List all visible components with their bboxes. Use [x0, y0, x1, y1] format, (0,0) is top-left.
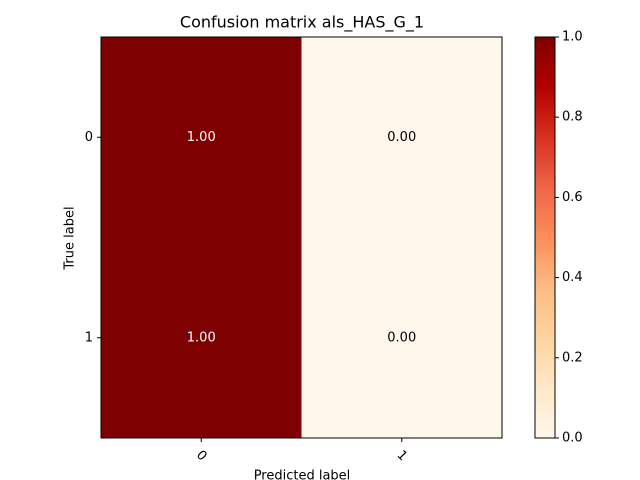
cell-label: 1.00	[187, 330, 216, 345]
chart-title: Confusion matrix als_HAS_G_1	[180, 13, 424, 33]
cell-label: 0.00	[387, 330, 416, 345]
y-tick-label: 1	[85, 330, 93, 345]
plot-frame	[100, 36, 503, 439]
heatmap-cell	[101, 237, 302, 439]
cell-label: 0.00	[387, 130, 416, 145]
y-tick-label: 0	[85, 130, 93, 145]
colorbar-tick-label: 0.8	[562, 110, 583, 125]
colorbar-tick-label: 0.2	[562, 350, 583, 365]
heatmap-cell	[301, 37, 503, 238]
colorbar-tick-label: 0.6	[562, 190, 583, 205]
colorbar-tick-label: 0.0	[562, 431, 583, 446]
heatmap-cell	[301, 237, 503, 439]
colorbar-tick-label: 1.0	[562, 30, 583, 45]
colorbar-tick-label: 0.4	[562, 270, 583, 285]
heatmap-cell	[101, 37, 302, 238]
x-tick-label: 0	[193, 448, 209, 464]
cell-label: 1.00	[187, 130, 216, 145]
x-tick-label: 1	[394, 448, 410, 464]
x-axis-label: Predicted label	[254, 469, 351, 480]
colorbar	[534, 36, 556, 439]
y-axis-label: True label	[63, 206, 78, 270]
